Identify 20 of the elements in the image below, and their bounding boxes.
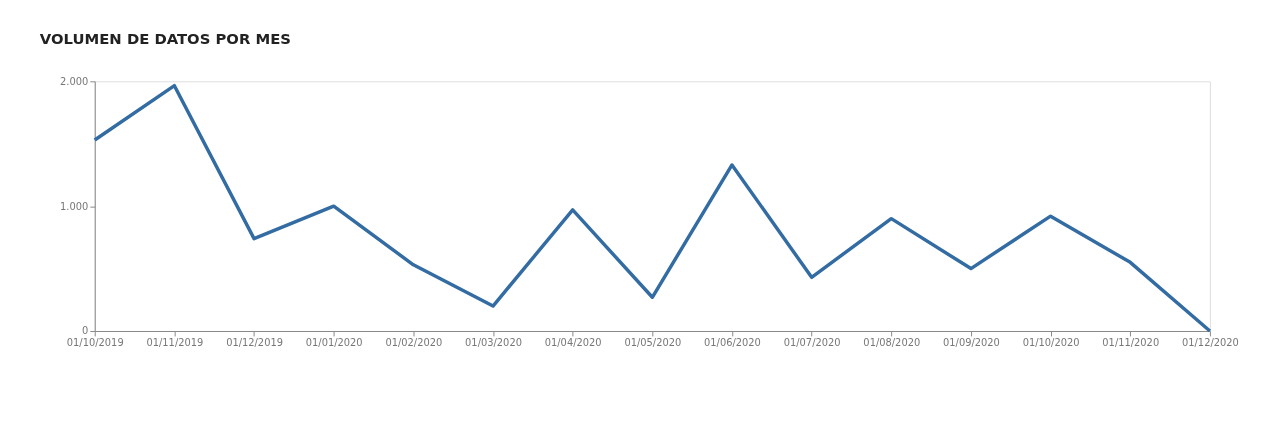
y-tick-label: 0 <box>82 325 89 337</box>
y-tick-label: 1.000 <box>60 200 89 212</box>
x-tick-label: 01/06/2020 <box>704 337 761 349</box>
x-tick-label: 01/07/2020 <box>783 337 841 349</box>
x-tick-label: 01/02/2020 <box>385 337 443 349</box>
x-tick-label: 01/09/2020 <box>943 337 1000 349</box>
x-tick-label: 01/12/2019 <box>226 337 283 349</box>
y-tick-label: 2.000 <box>60 75 89 87</box>
x-tick-label: 01/12/2020 <box>1181 337 1239 349</box>
x-tick-label: 01/10/2019 <box>66 337 124 349</box>
x-tick-label: 01/03/2020 <box>465 337 522 349</box>
x-tick-label: 01/04/2020 <box>544 337 602 349</box>
x-tick-label: 01/11/2020 <box>1102 337 1160 349</box>
x-tick-label: 01/11/2019 <box>146 337 204 349</box>
x-tick-label: 01/01/2020 <box>305 337 363 349</box>
line-series <box>93 83 1212 333</box>
x-tick-label: 01/05/2020 <box>624 337 682 349</box>
chart-title: VOLUMEN DE DATOS POR MES <box>39 29 291 47</box>
x-tick-label: 01/10/2020 <box>1022 337 1080 349</box>
x-tick-label: 01/08/2020 <box>863 337 921 349</box>
